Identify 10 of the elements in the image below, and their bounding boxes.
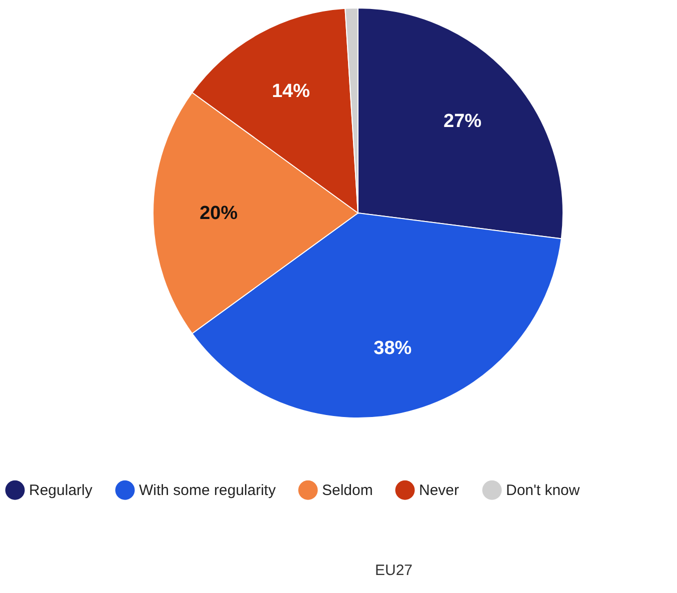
legend-label: Regularly bbox=[29, 482, 93, 500]
data-label: 20% bbox=[200, 203, 238, 224]
data-label: 27% bbox=[444, 110, 482, 132]
legend-label: Don't know bbox=[506, 482, 580, 500]
legend-label: Never bbox=[419, 482, 460, 500]
data-label: 14% bbox=[272, 80, 310, 102]
legend-label: Seldom bbox=[322, 482, 373, 500]
legend-label: With some regularity bbox=[139, 482, 276, 500]
data-label: 38% bbox=[374, 338, 412, 360]
text: EU27 bbox=[375, 562, 413, 579]
